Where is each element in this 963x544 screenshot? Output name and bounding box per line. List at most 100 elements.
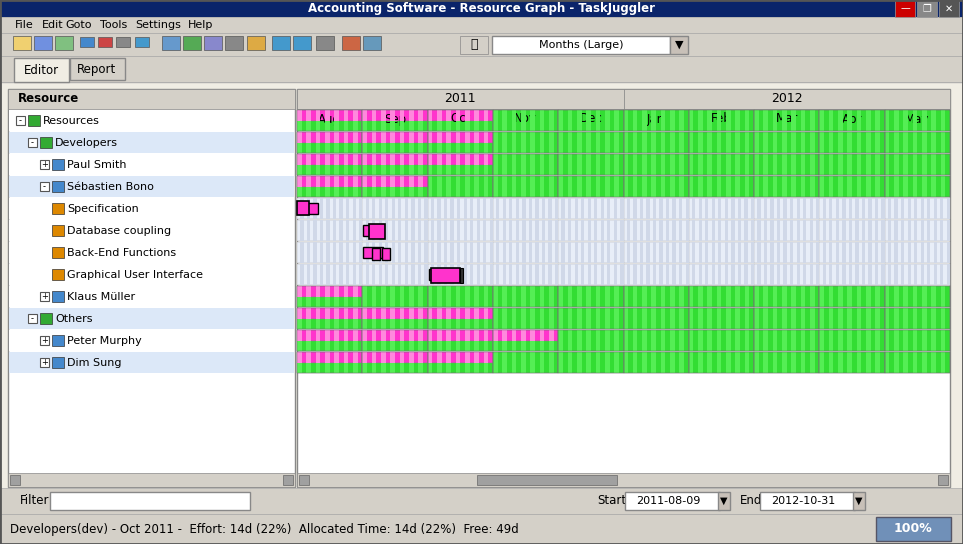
Bar (299, 475, 309, 485)
Bar (503, 286, 507, 307)
Bar (316, 187, 321, 197)
Bar (362, 264, 428, 285)
Bar (511, 132, 516, 153)
Bar (705, 198, 709, 219)
Bar (660, 198, 663, 219)
Bar (744, 176, 749, 197)
Bar (465, 363, 470, 373)
Bar (623, 286, 628, 307)
Bar (885, 308, 890, 329)
Bar (801, 308, 805, 329)
Bar (770, 220, 773, 241)
Bar (705, 220, 709, 241)
Bar (334, 121, 339, 131)
Text: ❐: ❐ (923, 3, 931, 14)
Bar (372, 248, 380, 259)
Bar (344, 330, 349, 341)
Bar (353, 286, 357, 297)
Bar (803, 198, 806, 219)
Bar (372, 165, 377, 175)
Bar (516, 264, 519, 285)
Bar (316, 286, 321, 297)
Bar (521, 341, 526, 351)
Bar (409, 165, 413, 175)
Bar (437, 341, 442, 351)
Bar (820, 154, 824, 175)
Bar (782, 286, 787, 307)
Bar (493, 110, 498, 131)
Bar (829, 242, 832, 263)
Bar (875, 176, 880, 197)
Bar (903, 176, 908, 197)
Text: Others: Others (55, 313, 92, 324)
Bar (418, 143, 423, 153)
Bar (183, 36, 201, 50)
Bar (754, 176, 820, 197)
Bar (297, 198, 362, 219)
Bar (679, 198, 682, 219)
Bar (838, 176, 843, 197)
Bar (378, 198, 382, 219)
Bar (744, 330, 749, 351)
Bar (764, 242, 768, 263)
Bar (297, 201, 309, 214)
Bar (362, 308, 428, 319)
Bar (623, 110, 689, 131)
Bar (816, 264, 820, 285)
Bar (9, 220, 294, 241)
Bar (770, 264, 773, 285)
Bar (857, 176, 861, 197)
Bar (689, 308, 754, 329)
Bar (474, 352, 479, 363)
Bar (362, 286, 428, 307)
Bar (353, 132, 357, 143)
Bar (634, 242, 637, 263)
Bar (754, 154, 759, 175)
Bar (595, 286, 600, 307)
Bar (316, 176, 321, 187)
Bar (567, 176, 572, 197)
Bar (838, 286, 843, 307)
Bar (820, 109, 885, 129)
Bar (363, 36, 381, 50)
Bar (549, 110, 554, 131)
Bar (764, 176, 768, 197)
Bar (298, 203, 318, 214)
Bar (359, 264, 362, 285)
Bar (521, 176, 526, 197)
Bar (634, 198, 637, 219)
Bar (344, 176, 349, 187)
Bar (568, 198, 571, 219)
Bar (885, 220, 950, 241)
Bar (344, 187, 349, 197)
Bar (922, 308, 926, 329)
Bar (28, 138, 37, 147)
Bar (829, 330, 833, 351)
Bar (652, 176, 656, 197)
Bar (903, 330, 908, 351)
Bar (460, 268, 463, 283)
Bar (567, 286, 572, 307)
Bar (587, 242, 591, 263)
Bar (764, 264, 768, 285)
Bar (437, 352, 442, 363)
Bar (903, 154, 908, 175)
Bar (0, 514, 963, 544)
Bar (455, 132, 460, 143)
Bar (587, 220, 591, 241)
Bar (796, 242, 800, 263)
Bar (754, 308, 759, 329)
Bar (555, 264, 559, 285)
Bar (708, 132, 712, 153)
Text: Start: Start (597, 494, 626, 508)
Bar (903, 132, 908, 153)
Bar (790, 220, 794, 241)
Bar (474, 154, 479, 165)
Bar (692, 242, 695, 263)
Bar (698, 110, 703, 131)
Bar (820, 176, 885, 197)
Bar (623, 132, 628, 153)
Bar (362, 110, 428, 121)
Bar (708, 110, 712, 131)
Bar (425, 264, 428, 285)
